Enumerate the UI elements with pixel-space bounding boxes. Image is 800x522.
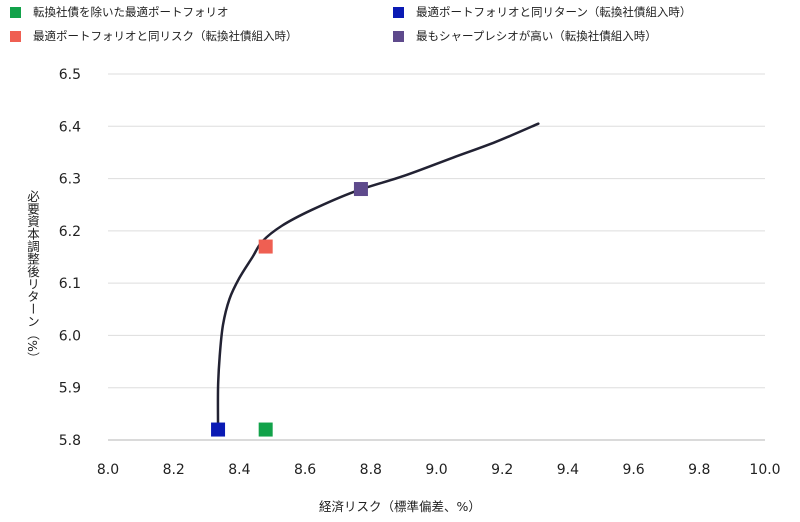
y-tick-label: 6.4 bbox=[59, 119, 81, 135]
y-axis-label: 必要資本調整後リターン（%） bbox=[25, 190, 40, 365]
y-tick-label: 6.1 bbox=[59, 276, 81, 292]
legend-label-max-sharpe: 最もシャープレシオが高い（転換社債組入時） bbox=[416, 29, 657, 43]
y-tick-label: 5.9 bbox=[59, 381, 81, 397]
x-tick-labels: 8.0 8.2 8.4 8.6 8.8 9.0 9.2 9.4 9.6 9.8 10.0 bbox=[97, 462, 781, 478]
frontier-curve bbox=[216, 122, 540, 431]
legend-label-same-risk: 最適ポートフォリオと同リスク（転換社債組入時） bbox=[33, 29, 298, 43]
markers bbox=[211, 182, 368, 437]
y-tick-label: 6.0 bbox=[59, 328, 81, 344]
legend-label-excl-cb: 転換社債を除いた最適ポートフォリオ bbox=[33, 5, 229, 19]
grid bbox=[108, 73, 765, 441]
x-tick-label: 9.8 bbox=[688, 462, 710, 478]
marker-0 bbox=[258, 422, 273, 437]
marker-3 bbox=[353, 182, 368, 197]
legend-swatch-max-sharpe bbox=[393, 30, 404, 42]
marker-1 bbox=[258, 239, 273, 254]
legend-label-same-return: 最適ポートフォリオと同リターン（転換社債組入時） bbox=[416, 5, 692, 19]
x-tick-label: 10.0 bbox=[749, 462, 780, 478]
x-tick-label: 8.0 bbox=[97, 462, 119, 478]
y-tick-labels: 5.8 5.9 6.0 6.1 6.2 6.3 6.4 6.5 bbox=[59, 67, 81, 449]
legend-swatch-same-return bbox=[393, 6, 404, 18]
legend-item-excl-cb: 転換社債を除いた最適ポートフォリオ bbox=[10, 4, 229, 20]
y-tick-label: 6.3 bbox=[59, 172, 81, 188]
x-tick-label: 8.2 bbox=[163, 462, 185, 478]
x-tick-label: 9.0 bbox=[425, 462, 447, 478]
legend-item-max-sharpe: 最もシャープレシオが高い（転換社債組入時） bbox=[393, 28, 657, 44]
legend-swatch-excl-cb bbox=[10, 6, 21, 18]
x-tick-label: 9.2 bbox=[491, 462, 513, 478]
y-tick-label: 6.2 bbox=[59, 224, 81, 240]
legend-swatch-same-risk bbox=[10, 30, 21, 42]
legend-item-same-risk: 最適ポートフォリオと同リスク（転換社債組入時） bbox=[10, 28, 298, 44]
marker-2 bbox=[211, 422, 226, 437]
legend-item-same-return: 最適ポートフォリオと同リターン（転換社債組入時） bbox=[393, 4, 691, 20]
frontier-curve-group bbox=[216, 122, 540, 431]
x-tick-label: 9.4 bbox=[557, 462, 579, 478]
y-tick-label: 5.8 bbox=[59, 433, 81, 449]
x-tick-label: 9.6 bbox=[622, 462, 644, 478]
x-tick-label: 8.4 bbox=[228, 462, 250, 478]
x-axis-label: 経済リスク（標準偏差、%） bbox=[319, 499, 481, 514]
x-tick-label: 8.8 bbox=[360, 462, 382, 478]
legend: 転換社債を除いた最適ポートフォリオ 最適ポートフォリオと同リターン（転換社債組入… bbox=[0, 0, 800, 48]
y-tick-label: 6.5 bbox=[59, 67, 81, 83]
x-tick-label: 8.6 bbox=[294, 462, 316, 478]
